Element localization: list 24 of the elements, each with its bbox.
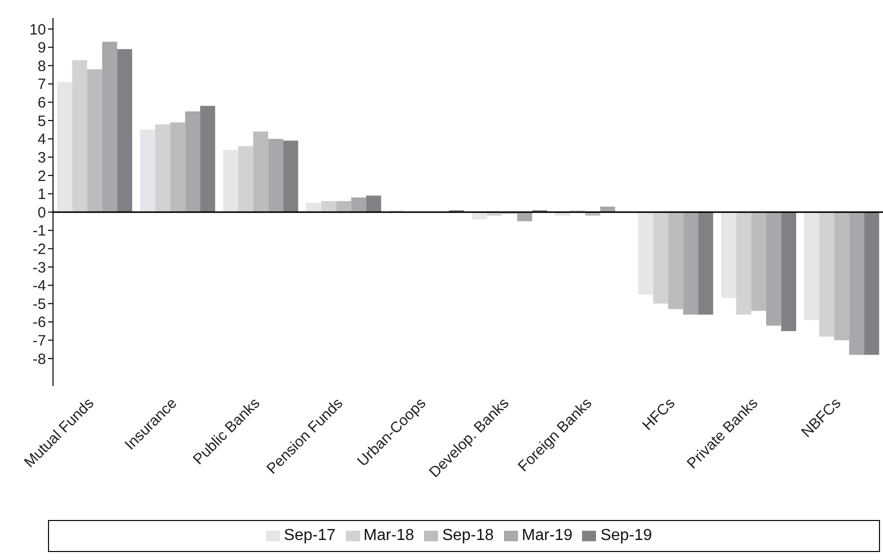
y-tick-label: -1	[32, 222, 46, 240]
legend-label: Mar-19	[522, 527, 572, 544]
y-tick-label: 9	[38, 40, 46, 57]
y-tick-label: -7	[32, 332, 46, 350]
legend-label: Mar-18	[364, 527, 414, 544]
y-tick-label: 8	[38, 58, 46, 75]
y-tick-label: -8	[32, 350, 46, 368]
y-tick-label: 3	[38, 149, 46, 166]
y-tick-label: 4	[38, 131, 46, 148]
y-tick-label: 5	[38, 112, 46, 130]
y-tick-label: -6	[32, 314, 46, 332]
y-tick-label: 7	[38, 76, 46, 94]
legend-label: Sep-18	[442, 527, 494, 544]
y-tick-label: -5	[32, 296, 46, 313]
y-tick-label: 0	[38, 204, 46, 222]
y-tick-label: -2	[32, 241, 46, 258]
y-tick-label: -3	[32, 259, 46, 276]
y-tick-label: 1	[38, 186, 46, 204]
y-tick-label: 6	[38, 94, 46, 112]
y-tick-label: -4	[32, 278, 46, 295]
legend-label: Sep-19	[600, 527, 652, 544]
y-tick-label: 10	[29, 21, 46, 38]
y-tick-label: 2	[38, 168, 46, 185]
legend-label: Sep-17	[284, 527, 336, 544]
